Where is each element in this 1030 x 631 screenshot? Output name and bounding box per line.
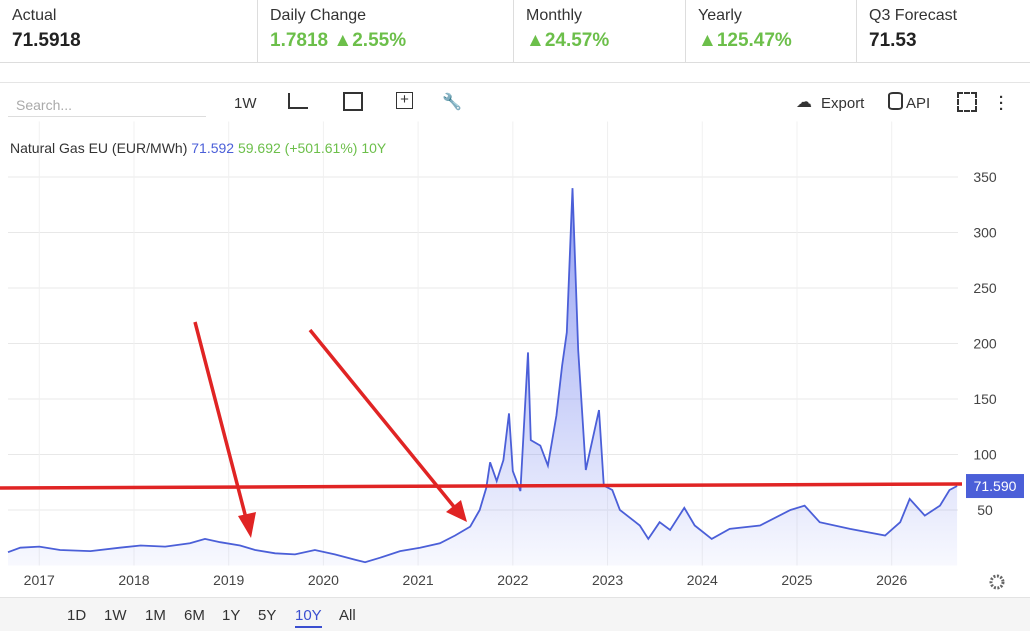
y-tick-label: 300 xyxy=(973,225,997,241)
range-button[interactable]: 1W xyxy=(104,607,127,624)
stat-change: 2.55% xyxy=(352,30,407,51)
x-tick-label: 2022 xyxy=(497,572,528,588)
annotation-arrow xyxy=(308,328,457,510)
stats-bar: Actual 71.5918 Daily Change 1.7818 ▲2.55% … xyxy=(0,0,1030,63)
range-button[interactable]: 10Y xyxy=(295,607,322,628)
line xyxy=(7,188,958,564)
area xyxy=(8,188,958,566)
chart: Natural Gas EU (EUR/MWh) 71.592 59.692 (… xyxy=(0,121,1024,590)
arrow-head xyxy=(238,512,256,538)
api-icon[interactable] xyxy=(888,92,903,110)
annotation-line xyxy=(0,482,963,490)
y-tick-label: 250 xyxy=(973,280,997,296)
settings-gear xyxy=(989,574,1005,590)
x-tick-label: 2025 xyxy=(781,572,812,588)
period-button[interactable]: 1W xyxy=(234,95,257,112)
price-badge-label: 71.590 xyxy=(974,478,1017,494)
stat: Yearly ▲125.47% xyxy=(686,0,857,62)
stat-label: Actual xyxy=(12,7,57,24)
y-tick-label: 200 xyxy=(973,336,997,352)
arrow-head xyxy=(446,500,467,522)
calendar-icon[interactable] xyxy=(343,92,363,111)
stat-label: Q3 Forecast xyxy=(869,7,958,24)
settings-icon[interactable]: 🔧 xyxy=(442,94,462,111)
y-tick-label: 100 xyxy=(973,447,997,463)
x-tick-label: 2018 xyxy=(118,572,149,588)
stat-label: Monthly xyxy=(526,7,583,24)
x-tick-label: 2019 xyxy=(213,572,244,588)
x-tick-label: 2021 xyxy=(403,572,434,588)
stat-value: 71.53 xyxy=(869,30,917,51)
x-tick-label: 2023 xyxy=(592,572,623,588)
fullscreen-icon[interactable] xyxy=(957,92,977,112)
legend-name: Natural Gas EU (EUR/MWh) xyxy=(10,140,187,156)
stat-label: Yearly xyxy=(698,7,742,24)
y-tick-label: 150 xyxy=(973,391,997,407)
stat: Q3 Forecast 71.53 xyxy=(857,0,1030,62)
stat-change: 24.57% xyxy=(544,30,610,51)
stat-label: Daily Change xyxy=(270,7,367,24)
y-tick-label: 50 xyxy=(977,502,993,518)
stat: Actual 71.5918 xyxy=(0,0,258,62)
search-box[interactable]: Search... xyxy=(8,93,206,117)
export-icon[interactable]: ☁ xyxy=(796,94,812,111)
stat: Daily Change 1.7818 ▲2.55% xyxy=(258,0,514,62)
x-tick-label: 2020 xyxy=(308,572,339,588)
range-button[interactable]: 1Y xyxy=(222,607,241,624)
export-button[interactable]: Export xyxy=(821,95,865,112)
x-tick-label: 2026 xyxy=(876,572,907,588)
range-button[interactable]: 1D xyxy=(67,607,87,624)
stat: Monthly ▲24.57% xyxy=(514,0,686,62)
stat-value: 1.7818 xyxy=(270,30,329,51)
legend-change: 59.692 (+501.61%) xyxy=(238,140,357,156)
stat-change: 125.47% xyxy=(716,30,792,51)
legend-period: 10Y xyxy=(361,140,387,156)
legend: Natural Gas EU (EUR/MWh) 71.592 59.692 (… xyxy=(10,140,387,156)
range-button[interactable]: All xyxy=(339,607,356,624)
range-button[interactable]: 6M xyxy=(184,607,205,624)
range-button[interactable]: 5Y xyxy=(258,607,277,624)
x-tick-label: 2017 xyxy=(24,572,55,588)
y-tick-label: 350 xyxy=(973,169,997,185)
range-button[interactable]: 1M xyxy=(145,607,166,624)
stat-value: 71.5918 xyxy=(12,30,81,51)
compare-icon[interactable]: + xyxy=(396,92,413,109)
range-bar: 1D 1W 1M 6M 1Y 5Y 10Y All xyxy=(0,597,1030,631)
toolbar: Search... 1W + 🔧 ☁ Export API ... xyxy=(0,82,1030,123)
price-badge xyxy=(966,474,1024,499)
x-tick-label: 2024 xyxy=(687,572,718,588)
legend-last: 71.592 xyxy=(191,140,234,156)
annotation-arrow xyxy=(193,321,249,523)
chart-type-icon[interactable] xyxy=(288,93,308,109)
api-button[interactable]: API xyxy=(906,95,931,112)
